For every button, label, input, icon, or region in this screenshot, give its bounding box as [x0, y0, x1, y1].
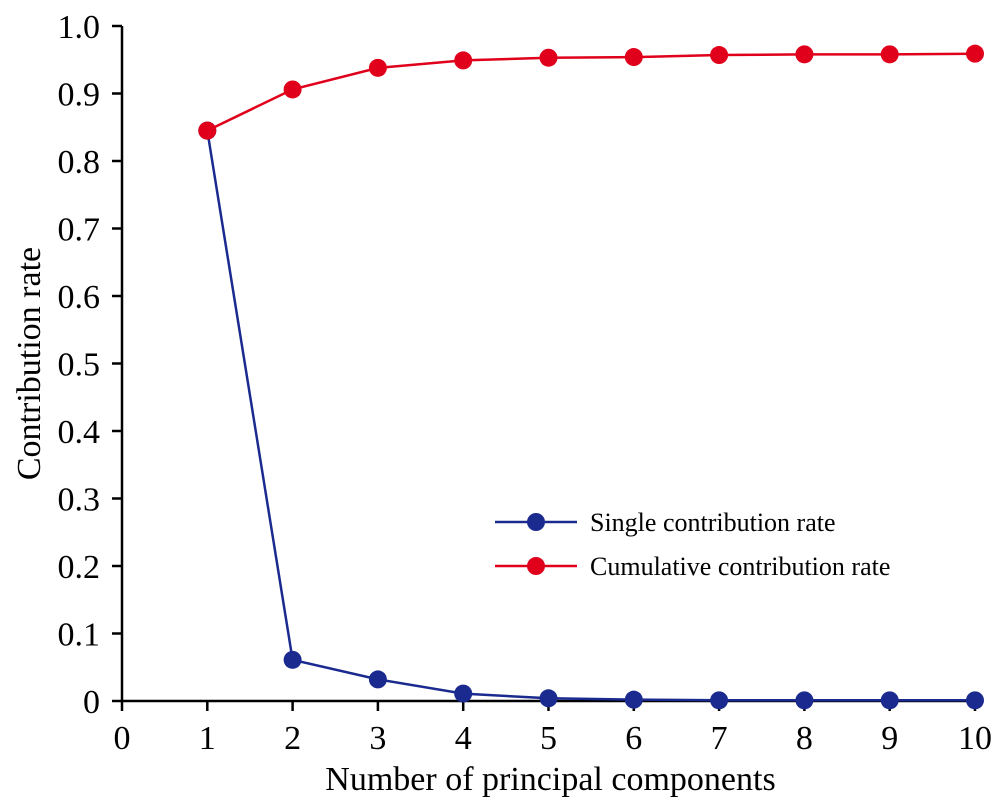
series-line: [206, 52, 976, 132]
x-axis-title: Number of principal components: [325, 761, 775, 798]
x-tick-label: 6: [625, 720, 642, 757]
y-tick-label: 0.7: [58, 212, 101, 249]
data-point: [539, 689, 558, 708]
legend: Single contribution rate Cumulative contr…: [495, 508, 890, 581]
data-point: [966, 44, 984, 63]
y-tick-label: 1.0: [58, 9, 101, 46]
data-point: [283, 80, 302, 99]
x-tick-label: 2: [284, 720, 301, 757]
x-tick-label: 0: [114, 720, 131, 757]
series-single: [198, 121, 984, 710]
x-tick-label: 10: [958, 720, 992, 757]
data-point: [880, 691, 899, 710]
y-tick-label: 0.4: [58, 414, 101, 451]
legend-label: Single contribution rate: [590, 508, 836, 537]
data-point: [454, 684, 473, 703]
data-point: [454, 51, 473, 70]
data-point: [198, 121, 217, 140]
data-point: [966, 691, 984, 710]
y-tick-label: 0: [83, 684, 100, 721]
axes: [120, 26, 975, 703]
legend-item: Single contribution rate: [495, 508, 836, 537]
x-tick-label: 7: [711, 720, 728, 757]
y-tick-label: 0.1: [58, 617, 101, 654]
x-tick-label: 4: [455, 720, 472, 757]
legend-marker: [527, 557, 545, 575]
x-tick-label: 3: [369, 720, 386, 757]
ticks: 0 0.1 0.2 0.3 0.4 0.5 0.6 0.7 0.8 0.9 1.0 0 1 2 3 4 5 6 7 8…: [58, 9, 993, 757]
x-tick-label: 5: [540, 720, 557, 757]
y-tick-label: 0.3: [58, 482, 101, 519]
data-point: [710, 691, 729, 710]
x-tick-label: 9: [881, 720, 898, 757]
data-point: [880, 45, 899, 64]
y-tick-label: 0.6: [58, 279, 101, 316]
data-point: [795, 691, 814, 710]
data-point: [368, 670, 387, 689]
data-point: [710, 46, 729, 65]
data-point: [368, 58, 387, 77]
legend-marker: [527, 513, 545, 531]
x-tick-label: 1: [199, 720, 216, 757]
y-tick-label: 0.9: [58, 77, 101, 114]
data-point: [283, 650, 302, 669]
legend-label: Cumulative contribution rate: [590, 552, 890, 581]
data-point: [624, 690, 643, 709]
y-axis-title: Contribution rate: [11, 247, 48, 480]
x-tick-label: 8: [796, 720, 813, 757]
legend-item: Cumulative contribution rate: [495, 552, 890, 581]
series-line: [206, 130, 975, 702]
y-tick-label: 0.5: [58, 347, 101, 384]
data-point: [624, 48, 643, 67]
y-tick-label: 0.8: [58, 144, 101, 181]
data-point: [795, 45, 814, 64]
data-point: [539, 48, 558, 67]
series-cumulative: [198, 44, 984, 140]
series: [198, 44, 984, 710]
y-tick-label: 0.2: [58, 549, 101, 586]
